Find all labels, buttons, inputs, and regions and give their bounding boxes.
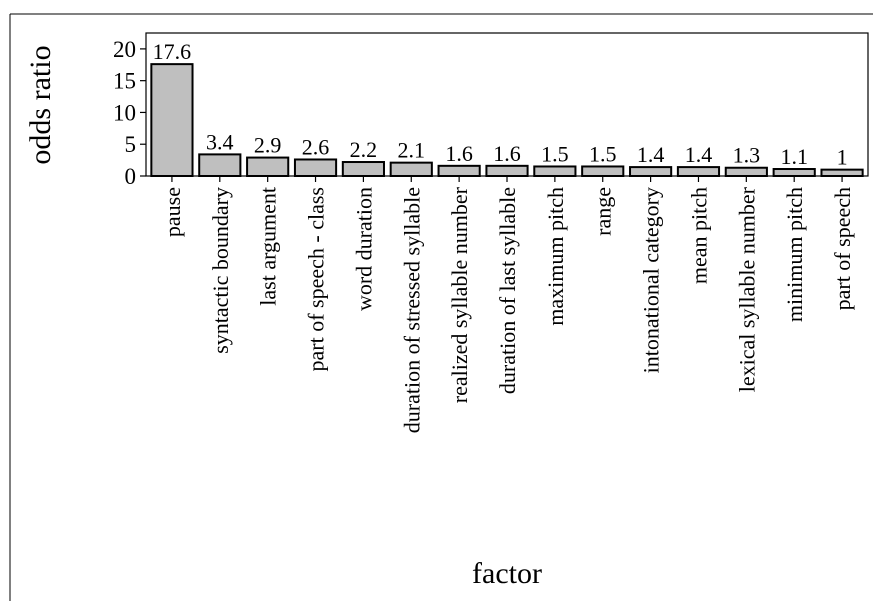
- bar-5: [389, 161, 433, 177]
- y-tick-label-0: 0: [125, 164, 137, 189]
- value-label-7: 1.6: [493, 141, 521, 166]
- value-label-13: 1.1: [780, 144, 808, 169]
- x-tick-label-10: intonational category: [639, 187, 664, 373]
- bar-3: [293, 158, 338, 177]
- value-label-4: 2.2: [350, 137, 378, 162]
- x-tick-label-11: mean pitch: [686, 187, 711, 284]
- bar-8: [533, 165, 577, 178]
- y-tick-label-1: 5: [125, 132, 137, 157]
- value-label-14: 1: [837, 145, 848, 170]
- value-label-0: 17.6: [153, 39, 192, 64]
- value-label-9: 1.5: [589, 141, 617, 166]
- x-tick-label-6: realized syllable number: [447, 186, 472, 403]
- x-tick-label-13: minimum pitch: [782, 187, 807, 322]
- y-tick-label-4: 20: [113, 37, 136, 62]
- value-label-12: 1.3: [733, 143, 761, 168]
- bar-12: [724, 166, 768, 178]
- bar-4: [341, 161, 385, 178]
- x-axis: pause syntactic boundary last argument part…: [160, 176, 855, 433]
- x-tick-label-3: part of speech - class: [304, 187, 329, 371]
- bar-6: [437, 164, 481, 178]
- x-tick-label-4: word duration: [351, 187, 376, 311]
- bar-1: [198, 153, 242, 177]
- x-tick-label-9: range: [591, 187, 616, 236]
- x-axis-title: factor: [472, 557, 542, 590]
- x-tick-label-0: pause: [160, 187, 185, 237]
- bar-2: [246, 156, 290, 178]
- y-tick-label-3: 15: [113, 69, 136, 94]
- value-label-6: 1.6: [445, 141, 473, 166]
- value-labels-layer: 17.6 3.4 2.9 2.6 2.2 2.1 1.6 1.6 1.5 1.5 1.4 1.4 1.3…: [153, 39, 848, 170]
- y-tick-label-2: 10: [113, 100, 136, 125]
- x-tick-label-2: last argument: [256, 187, 281, 306]
- value-label-10: 1.4: [637, 142, 665, 167]
- y-axis-title: odds ratio: [24, 45, 57, 164]
- bar-7: [485, 164, 529, 178]
- value-label-1: 3.4: [206, 129, 234, 154]
- value-label-3: 2.6: [302, 134, 330, 159]
- bar-13: [772, 168, 816, 177]
- bar-10: [629, 166, 673, 178]
- bar-0: [150, 63, 194, 177]
- x-tick-label-5: duration of stressed syllable: [399, 187, 424, 433]
- y-axis: 0 5 10 15 20: [113, 37, 146, 189]
- value-label-2: 2.9: [254, 133, 282, 158]
- bar-11: [676, 166, 721, 178]
- bar-9: [581, 165, 625, 178]
- value-label-8: 1.5: [541, 141, 569, 166]
- x-tick-label-14: part of speech: [830, 187, 855, 310]
- value-label-11: 1.4: [685, 142, 713, 167]
- value-label-5: 2.1: [398, 138, 426, 163]
- x-tick-label-8: maximum pitch: [543, 187, 568, 326]
- x-tick-label-12: lexical syllable number: [734, 186, 759, 392]
- bar-14: [820, 168, 864, 177]
- x-tick-label-7: duration of last syllable: [495, 187, 520, 394]
- x-tick-label-1: syntactic boundary: [208, 187, 233, 354]
